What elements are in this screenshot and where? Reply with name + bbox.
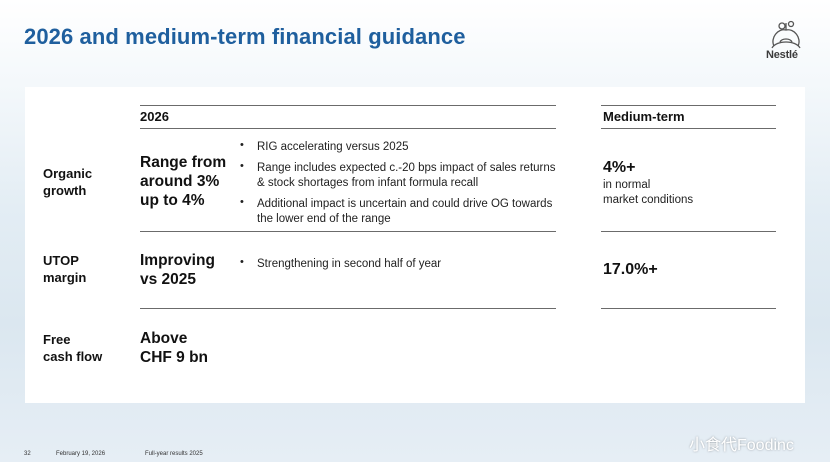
rule-header-top-2026 — [140, 105, 556, 106]
rule-row1-medium — [601, 231, 776, 232]
header-medium-term: Medium-term — [603, 109, 685, 124]
nest-icon — [771, 20, 801, 49]
bullet-item: • RIG accelerating versus 2025 — [240, 139, 409, 153]
row-label-free-cash-flow: Free cash flow — [43, 332, 103, 364]
bullet-icon: • — [240, 139, 244, 151]
organic-growth-2026-value: Range from around 3% up to 4% — [140, 154, 227, 209]
bullet-icon: • — [240, 196, 244, 208]
guidance-table: 2026 Medium-term Organic growth Range fr… — [25, 87, 805, 403]
rule-row2-2026 — [140, 308, 556, 309]
watermark: 小食代Foodinc — [689, 437, 794, 454]
page-title: 2026 and medium-term financial guidance — [24, 24, 466, 49]
rule-header-bottom-medium — [601, 128, 776, 129]
bullet-icon: • — [240, 160, 244, 172]
bullet-icon: • — [240, 256, 244, 268]
organic-growth-bullets: • RIG accelerating versus 2025 • Range inc… — [240, 139, 558, 233]
rule-header-bottom-2026 — [140, 128, 556, 129]
footer-date: February 19, 2026 — [56, 451, 106, 457]
bullet-item: • Additional impact is uncertain and coul… — [240, 196, 553, 225]
organic-growth-medium-value: 4%+ — [603, 159, 636, 176]
header-2026: 2026 — [140, 109, 169, 124]
footer-document: Full-year results 2025 — [145, 451, 203, 457]
utop-margin-bullets: • Strengthening in second half of year — [240, 256, 558, 278]
utop-margin-2026-value: Improving vs 2025 — [140, 252, 215, 288]
free-cash-flow-2026-value: Above CHF 9 bn — [140, 330, 209, 366]
footer-page-number: 32 — [24, 451, 31, 457]
bullet-item: • Strengthening in second half of year — [240, 256, 442, 270]
row-label-utop-margin: UTOP margin — [43, 253, 87, 285]
rule-header-top-medium — [601, 105, 776, 106]
bullet-item: • Range includes expected c.-20 bps impac… — [240, 160, 556, 189]
row-label-organic-growth: Organic growth — [43, 166, 93, 198]
organic-growth-medium-note: in normal market conditions — [603, 179, 694, 206]
rule-row2-medium — [601, 308, 776, 309]
rule-row1-2026 — [140, 231, 556, 232]
utop-margin-medium-value: 17.0%+ — [603, 261, 658, 278]
nestle-logo-text: Nestlé — [766, 49, 798, 61]
